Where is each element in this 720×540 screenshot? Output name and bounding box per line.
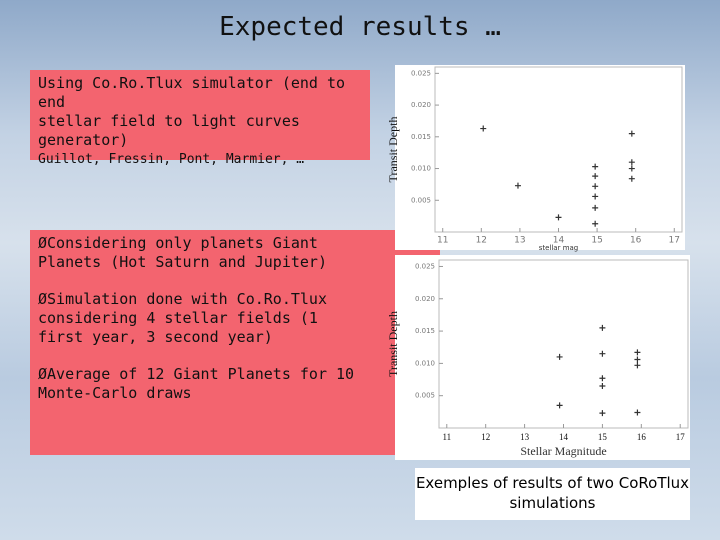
chart-background (395, 65, 685, 250)
point (592, 163, 599, 170)
y-tick-label: 0.015 (411, 133, 431, 141)
point (628, 165, 635, 172)
x-tick-label: 15 (598, 432, 608, 442)
point (634, 409, 641, 416)
point (592, 173, 599, 180)
box-line: Using Co.Ro.Tlux simulator (end to end (38, 74, 346, 111)
y-tick-label: 0.020 (415, 295, 435, 303)
y-tick-label: 0.005 (415, 392, 435, 400)
x-tick-label: 12 (481, 432, 490, 442)
y-tick-label: 0.025 (411, 69, 431, 77)
x-tick-label: 11 (437, 236, 448, 246)
x-tick-label: 16 (637, 432, 647, 442)
x-tick-label: 15 (591, 236, 602, 246)
point (599, 350, 606, 357)
point (599, 324, 606, 331)
y-tick-label: 0.010 (411, 165, 431, 173)
point (634, 362, 641, 369)
point (592, 193, 599, 200)
slide-title: Expected results … (219, 12, 501, 42)
info-box: Using Co.Ro.Tlux simulator (end to end s… (30, 70, 370, 167)
x-tick-label: 17 (669, 236, 680, 246)
x-tick-label: 17 (676, 432, 686, 442)
point (556, 353, 563, 360)
point (555, 214, 562, 221)
point (592, 183, 599, 190)
point (628, 130, 635, 137)
point (556, 402, 563, 409)
point (480, 125, 487, 132)
x-tick-label: 11 (442, 432, 451, 442)
bullet: ØAverage of 12 Giant Planets for 10 Mont… (38, 365, 355, 402)
point (592, 204, 599, 211)
y-axis-label: Transit Depth (386, 311, 400, 377)
point (599, 375, 606, 382)
point (634, 349, 641, 356)
bullet: ØSimulation done with Co.Ro.Tlux conside… (38, 290, 327, 346)
bullet-box: ØConsidering only planets Giant Planets … (30, 230, 440, 455)
point (599, 410, 606, 417)
x-tick-label: 14 (559, 432, 569, 442)
point (634, 356, 641, 363)
y-axis-label: Transit Depth (386, 117, 400, 183)
x-axis-label: stellar mag (539, 244, 579, 252)
point (514, 182, 521, 189)
x-axis-label: Stellar Magnitude (520, 444, 606, 458)
authors: Guillot, Fressin, Pont, Marmier, … (38, 152, 305, 167)
point (628, 159, 635, 166)
point (628, 175, 635, 182)
y-tick-label: 0.025 (415, 262, 435, 270)
y-tick-label: 0.020 (411, 101, 431, 109)
y-tick-label: 0.015 (415, 327, 435, 335)
y-tick-label: 0.005 (411, 196, 431, 204)
caption: Exemples of results of two CoRoTlux simu… (415, 468, 690, 520)
y-tick-label: 0.010 (415, 359, 435, 367)
x-tick-label: 14 (553, 236, 565, 246)
point (599, 383, 606, 389)
point (592, 220, 599, 227)
box-line: stellar field to light curves generator) (38, 112, 300, 149)
x-tick-label: 16 (630, 236, 642, 246)
bullet: ØConsidering only planets Giant Planets … (38, 234, 327, 271)
x-tick-label: 13 (520, 432, 530, 442)
x-tick-label: 12 (476, 236, 487, 246)
x-tick-label: 13 (514, 236, 525, 246)
